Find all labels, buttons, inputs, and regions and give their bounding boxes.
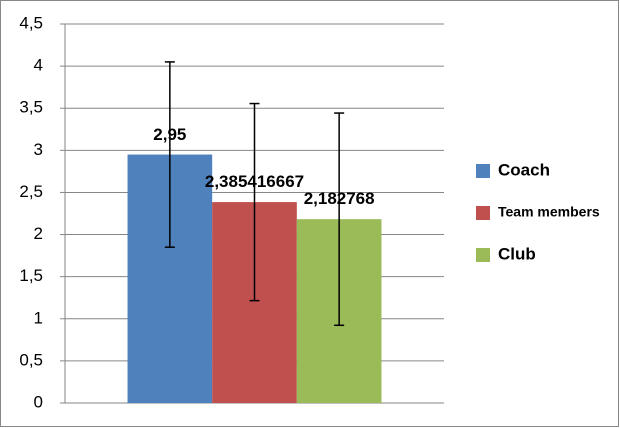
- y-tick-label: 0,5: [19, 350, 43, 369]
- legend-label: Team members: [498, 204, 600, 220]
- y-tick-label: 4,5: [19, 13, 43, 32]
- y-tick-label: 1: [34, 308, 43, 327]
- y-tick-label: 3,5: [19, 98, 43, 117]
- y-tick-label: 3: [34, 140, 43, 159]
- y-tick-label: 2,5: [19, 182, 43, 201]
- legend-swatch: [476, 248, 490, 262]
- legend-label: Club: [498, 244, 536, 263]
- y-tick-label: 4: [34, 56, 43, 75]
- value-label: 2,182768: [303, 189, 375, 209]
- legend-label: Coach: [498, 160, 550, 179]
- y-tick-label: 1,5: [19, 266, 43, 285]
- legend-swatch: [476, 164, 490, 178]
- value-label: 2,385416667: [204, 172, 305, 192]
- y-tick-label: 2: [34, 224, 43, 243]
- legend-swatch: [476, 206, 490, 220]
- value-label: 2,95: [153, 124, 187, 144]
- y-tick-label: 0: [34, 392, 43, 411]
